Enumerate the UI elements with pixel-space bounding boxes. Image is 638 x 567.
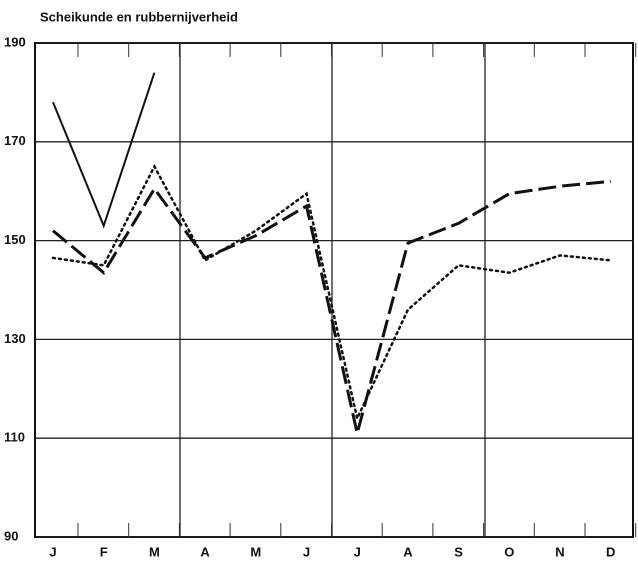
plot-frame: [34, 42, 634, 538]
y-tick-label: 190: [4, 34, 26, 49]
x-tick-label: S: [454, 544, 463, 559]
x-tick-label: D: [606, 544, 615, 559]
x-tick-label: A: [403, 544, 413, 559]
x-tick-label: J: [49, 544, 56, 559]
x-tick-label: M: [250, 544, 261, 559]
series-line: [52, 179, 611, 434]
x-tick-label: N: [555, 544, 564, 559]
x-tick-label: J: [354, 544, 361, 559]
x-tick-label: A: [200, 544, 210, 559]
x-tick-label: F: [100, 544, 108, 559]
x-tick-label: O: [504, 544, 514, 559]
series-line: [51, 163, 612, 423]
x-tick-label: M: [149, 544, 160, 559]
y-tick-label: 90: [4, 528, 18, 543]
y-tick-label: 170: [4, 133, 26, 148]
series-line: [52, 72, 156, 229]
chart-title: Scheikunde en rubbernijverheid: [40, 9, 238, 24]
x-tick-label: J: [303, 544, 310, 559]
y-tick-label: 110: [4, 430, 25, 445]
y-tick-label: 130: [4, 331, 26, 346]
y-tick-label: 150: [4, 232, 26, 247]
